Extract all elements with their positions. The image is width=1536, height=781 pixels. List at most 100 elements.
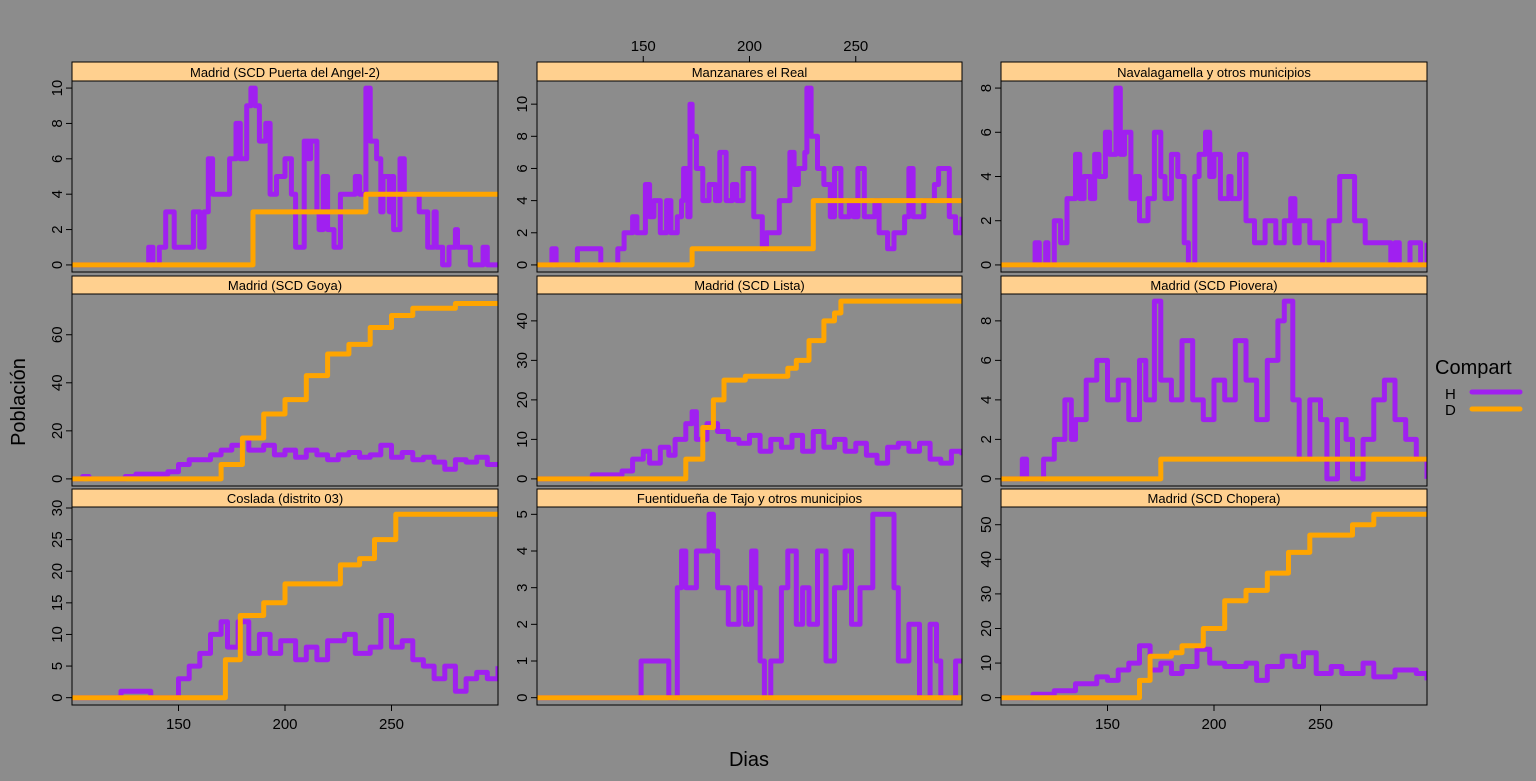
- series-line-h: [537, 409, 962, 482]
- y-tick-label: 8: [978, 317, 995, 325]
- panel-frame: [71, 80, 499, 273]
- panel-title: Madrid (SCD Goya): [228, 278, 342, 293]
- x-tick-label: 150: [1095, 716, 1120, 733]
- y-tick-label: 2: [514, 229, 531, 237]
- y-tick-label: 30: [978, 586, 995, 603]
- y-tick-label: 15: [49, 594, 66, 611]
- y-tick-label: 10: [49, 80, 66, 97]
- y-tick-label: 0: [514, 261, 531, 269]
- legend: Compart H D: [1435, 357, 1523, 419]
- y-tick-label: 0: [514, 693, 531, 701]
- y-tick-label: 1: [514, 657, 531, 665]
- series-line-h: [537, 511, 962, 701]
- y-tick-label: 0: [978, 693, 995, 701]
- y-tick-label: 40: [978, 551, 995, 568]
- y-tick-label: 5: [49, 662, 66, 670]
- y-tick-label: 2: [978, 217, 995, 225]
- y-tick-label: 4: [978, 396, 995, 404]
- panel-frame: [1000, 293, 1428, 487]
- y-tick-label: 30: [49, 500, 66, 517]
- y-tick-label: 8: [514, 132, 531, 140]
- y-tick-label: 0: [49, 475, 66, 483]
- panel: Coslada (distrito 03) 0 5 10 15 20 25 30 150 200 2…: [49, 488, 499, 733]
- y-tick-label: 4: [49, 190, 66, 198]
- y-tick-label: 10: [514, 431, 531, 448]
- y-tick-label: 2: [49, 225, 66, 233]
- x-tick-label: 200: [1201, 716, 1226, 733]
- legend-label-d: D: [1445, 402, 1456, 419]
- series-line-h: [72, 435, 498, 482]
- y-tick-label: 2: [514, 620, 531, 628]
- series-line-h: [1001, 298, 1427, 482]
- legend-title: Compart: [1435, 357, 1512, 379]
- y-tick-label: 60: [49, 326, 66, 343]
- y-tick-label: 40: [49, 374, 66, 391]
- y-tick-label: 6: [49, 155, 66, 163]
- panel: Madrid (SCD Goya) 0 20 40 60: [49, 275, 499, 487]
- y-tick-label: 20: [514, 392, 531, 409]
- legend-label-h: H: [1445, 386, 1456, 403]
- series-line-h: [72, 613, 498, 701]
- panel: Madrid (SCD Piovera) 0 2 4 6 8: [978, 275, 1428, 487]
- y-tick-label: 10: [978, 655, 995, 672]
- panel: Manzanares el Real 0 2 4 6 8 10 150 200 250: [514, 38, 963, 273]
- x-tick-label: 250: [379, 716, 404, 733]
- series-line-d: [537, 298, 962, 482]
- series-line-h: [537, 85, 962, 268]
- panel-title: Navalagamella y otros municipios: [1117, 65, 1311, 80]
- series-line-h: [1001, 643, 1427, 701]
- panel-title: Madrid (SCD Piovera): [1150, 278, 1277, 293]
- x-axis-label: Dias: [729, 749, 769, 771]
- y-tick-label: 6: [514, 164, 531, 172]
- panel-frame: [536, 506, 963, 706]
- y-tick-label: 6: [978, 356, 995, 364]
- y-tick-label: 6: [978, 128, 995, 136]
- series-line-d: [1001, 456, 1427, 482]
- x-tick-label: 150: [631, 38, 656, 55]
- series-line-h: [72, 85, 498, 268]
- x-tick-label: 250: [1308, 716, 1333, 733]
- y-tick-label: 50: [978, 516, 995, 533]
- y-tick-label: 10: [49, 626, 66, 643]
- x-tick-label: 150: [166, 716, 191, 733]
- series-line-d: [72, 511, 498, 701]
- x-tick-label: 200: [737, 38, 762, 55]
- y-tick-label: 8: [49, 119, 66, 127]
- y-tick-label: 0: [978, 475, 995, 483]
- x-tick-label: 200: [272, 716, 297, 733]
- panel: Madrid (SCD Lista) 0 10 20 30 40: [514, 275, 963, 487]
- panel: Madrid (SCD Chopera) 0 10 20 30 40 50 150 200 250: [978, 488, 1428, 733]
- y-tick-label: 2: [978, 435, 995, 443]
- y-tick-label: 5: [514, 510, 531, 518]
- panel-title: Madrid (SCD Puerta del Angel-2): [190, 65, 380, 80]
- series-line-d: [72, 191, 498, 268]
- panel-frame: [71, 293, 499, 487]
- y-tick-label: 0: [49, 693, 66, 701]
- panel-title: Manzanares el Real: [692, 65, 808, 80]
- panel-title: Fuentidueña de Tajo y otros municipios: [637, 491, 863, 506]
- y-tick-label: 20: [978, 620, 995, 637]
- panel-title: Madrid (SCD Chopera): [1148, 491, 1281, 506]
- y-tick-label: 20: [49, 563, 66, 580]
- y-tick-label: 3: [514, 583, 531, 591]
- series-line-d: [537, 198, 962, 268]
- panel: Navalagamella y otros municipios 0 2 4 6 8: [978, 61, 1428, 273]
- panel-frame: [536, 293, 963, 487]
- y-axis-label: Población: [8, 358, 30, 446]
- y-tick-label: 0: [514, 475, 531, 483]
- series-line-d: [72, 301, 498, 482]
- y-tick-label: 30: [514, 352, 531, 369]
- panel-title: Coslada (distrito 03): [227, 491, 343, 506]
- y-tick-label: 8: [978, 84, 995, 92]
- y-tick-label: 10: [514, 96, 531, 113]
- x-tick-label: 250: [843, 38, 868, 55]
- y-tick-label: 0: [978, 261, 995, 269]
- y-tick-label: 0: [49, 261, 66, 269]
- panel: Fuentidueña de Tajo y otros municipios 0 1…: [514, 488, 963, 706]
- y-tick-label: 4: [978, 172, 995, 180]
- y-tick-label: 4: [514, 196, 531, 204]
- y-tick-label: 4: [514, 547, 531, 555]
- y-tick-label: 25: [49, 531, 66, 548]
- panel-frame: [536, 80, 963, 273]
